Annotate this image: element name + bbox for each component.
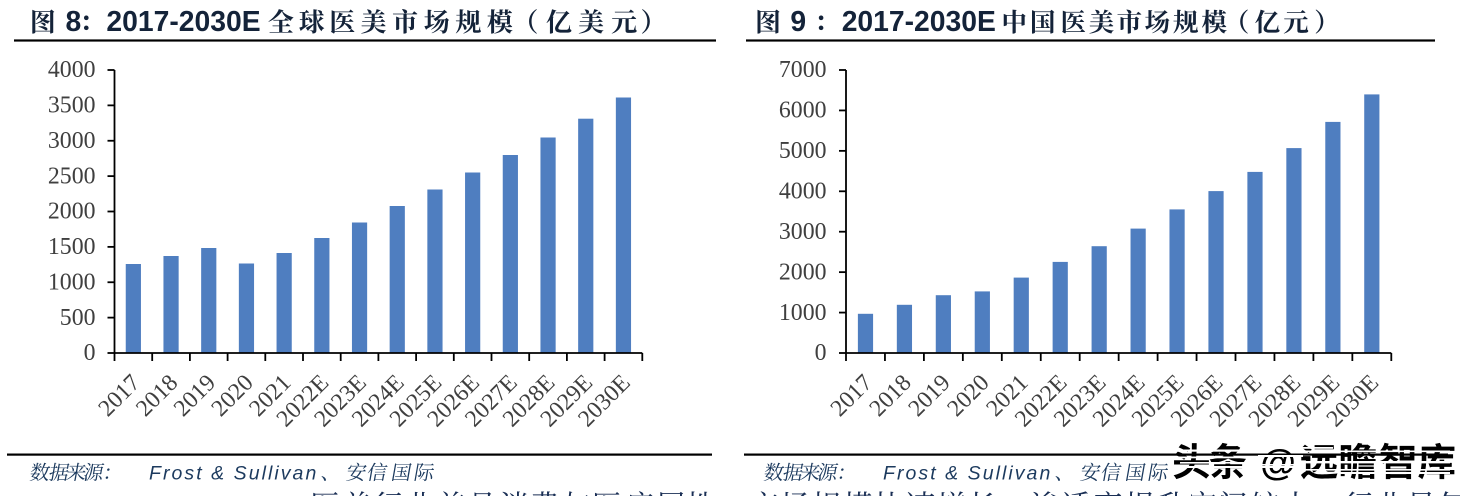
svg-text:2500: 2500 [48, 163, 96, 189]
svg-text:7000: 7000 [779, 57, 827, 83]
svg-text:6000: 6000 [779, 98, 827, 124]
svg-text:9: 9 [790, 5, 806, 37]
svg-text:Frost & Sullivan: Frost & Sullivan [883, 463, 1052, 485]
svg-text:5000: 5000 [779, 138, 827, 164]
svg-text:Frost & Sullivan: Frost & Sullivan [149, 463, 318, 485]
svg-text:8: 8 [66, 5, 82, 37]
svg-text:2017: 2017 [826, 370, 878, 422]
svg-text:@: @ [1260, 442, 1296, 483]
svg-text:2017-2030E: 2017-2030E [842, 5, 996, 37]
svg-text:2019: 2019 [904, 370, 956, 422]
svg-text:3000: 3000 [48, 128, 96, 154]
svg-text:0: 0 [815, 340, 827, 366]
svg-text:1500: 1500 [48, 234, 96, 260]
svg-text:1000: 1000 [779, 300, 827, 326]
svg-text:1000: 1000 [48, 269, 96, 295]
svg-text:0: 0 [84, 340, 96, 366]
svg-text:4000: 4000 [779, 178, 827, 204]
svg-text:3000: 3000 [779, 219, 827, 245]
svg-text:500: 500 [60, 305, 96, 331]
svg-text:4000: 4000 [48, 57, 96, 83]
svg-text:2018: 2018 [865, 370, 917, 422]
svg-text:2000: 2000 [779, 259, 827, 285]
svg-text:2017-2030E: 2017-2030E [106, 5, 260, 37]
svg-text:2020: 2020 [943, 370, 995, 422]
svg-text:3500: 3500 [48, 93, 96, 119]
svg-text:2000: 2000 [48, 199, 96, 225]
